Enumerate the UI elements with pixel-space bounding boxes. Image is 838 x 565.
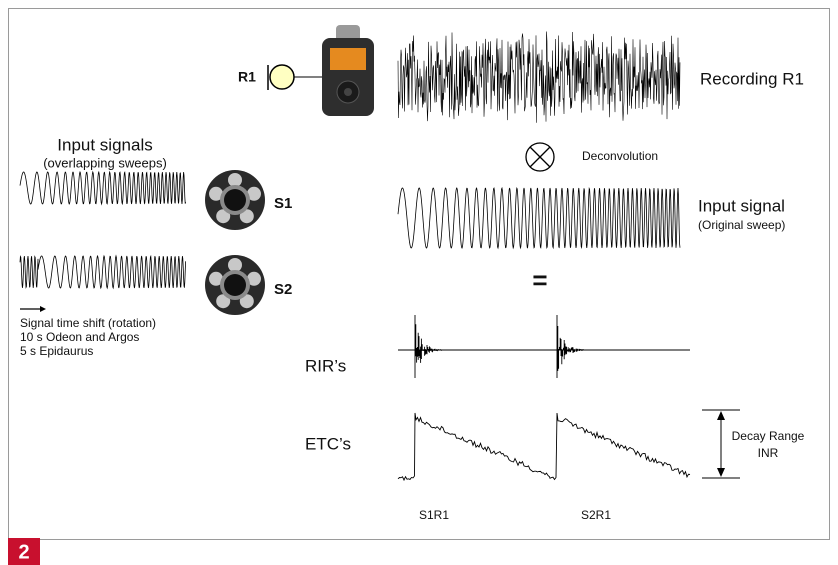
sweep-s1 xyxy=(20,172,186,204)
note: Signal time shift (rotation) xyxy=(20,316,156,330)
note: 10 s Odeon and Argos xyxy=(20,330,139,344)
left-subtitle: (overlapping sweeps) xyxy=(43,155,167,170)
decay-range-arrow xyxy=(702,410,740,478)
sweep-s2 xyxy=(20,256,186,288)
row-label: ETC’s xyxy=(305,434,351,453)
pair-label: S2R1 xyxy=(581,508,611,522)
input-sweep xyxy=(398,188,680,248)
receiver-mic xyxy=(270,65,294,89)
speaker xyxy=(205,255,265,315)
speaker xyxy=(205,170,265,230)
etc-curve xyxy=(398,413,690,480)
input-title: Input signal xyxy=(698,196,785,215)
source-label: S1 xyxy=(274,195,292,212)
decay-label: Decay Range xyxy=(732,429,805,443)
rir-waveform xyxy=(398,315,690,378)
recorder xyxy=(322,25,374,116)
figure-number: 2 xyxy=(18,541,29,563)
source-label: S2 xyxy=(274,281,292,298)
equals-sign: = xyxy=(532,265,547,295)
input-subtitle: (Original sweep) xyxy=(698,218,785,232)
left-title: Input signals xyxy=(57,135,152,154)
note: 5 s Epidaurus xyxy=(20,344,93,358)
diagram: 2 R1 Recording R1 Deconvolution Input si… xyxy=(0,0,838,565)
operation-label: Deconvolution xyxy=(582,149,658,163)
shift-arrow xyxy=(20,306,46,312)
receiver-label: R1 xyxy=(238,69,256,85)
row-label: RIR’s xyxy=(305,356,346,375)
decay-label: INR xyxy=(758,446,779,460)
convolution-symbol xyxy=(526,143,554,171)
recording-waveform xyxy=(398,32,680,123)
pair-label: S1R1 xyxy=(419,508,449,522)
recording-label: Recording R1 xyxy=(700,69,804,88)
